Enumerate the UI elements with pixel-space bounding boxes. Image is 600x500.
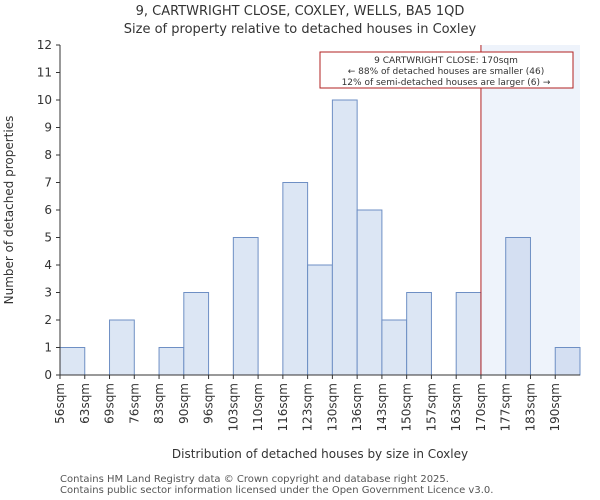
- bar-69sqm: [109, 319, 135, 376]
- y-tick-label: 12: [37, 38, 52, 52]
- y-tick-label: 1: [44, 341, 52, 355]
- y-tick-label: 4: [44, 258, 52, 272]
- y-tick-label: 11: [37, 66, 52, 80]
- bar-177sqm: [505, 237, 531, 376]
- annotation-rect: [319, 51, 574, 89]
- x-tick-label: 90sqm: [177, 383, 191, 424]
- x-tick-label: 63sqm: [78, 383, 92, 424]
- x-tick-label: 190sqm: [548, 383, 562, 431]
- bar-103sqm: [232, 237, 259, 376]
- y-tick-label: 10: [37, 93, 52, 107]
- x-tick-label: 143sqm: [375, 383, 389, 431]
- x-tick-label: 83sqm: [152, 383, 166, 424]
- bar-150sqm: [406, 292, 432, 376]
- x-tick-label: 103sqm: [226, 383, 240, 431]
- annotation-line-2: ← 88% of detached houses are smaller (46…: [348, 67, 545, 77]
- annotation-line-3: 12% of semi-detached houses are larger (…: [342, 78, 551, 88]
- y-tick-label: 6: [44, 203, 52, 217]
- y-tick-label: 7: [44, 176, 52, 190]
- bar-190sqm: [554, 347, 581, 376]
- x-tick-label: 136sqm: [350, 383, 364, 431]
- x-tick-label: 170sqm: [474, 383, 488, 431]
- x-tick-label: 157sqm: [424, 383, 438, 431]
- x-axis-label: Distribution of detached houses by size …: [172, 447, 468, 461]
- footer-line-2: Contains public sector information licen…: [60, 485, 494, 496]
- y-tick-label: 5: [44, 231, 52, 245]
- y-tick-label: 0: [44, 368, 52, 382]
- bar-116sqm: [282, 182, 309, 376]
- bar-83sqm: [158, 347, 185, 376]
- x-tick-label: 163sqm: [449, 383, 463, 431]
- x-tick-label: 130sqm: [325, 383, 339, 431]
- y-tick-label: 3: [44, 286, 52, 300]
- x-tick-label: 123sqm: [301, 383, 315, 431]
- chart-subtitle: Size of property relative to detached ho…: [123, 22, 477, 37]
- bar-130sqm: [331, 99, 358, 376]
- bars-layer: [59, 99, 581, 376]
- x-tick-label: 96sqm: [202, 383, 216, 424]
- bar-90sqm: [183, 292, 210, 376]
- annotation-box: 9 CARTWRIGHT CLOSE: 170sqm ← 88% of deta…: [319, 51, 574, 89]
- annotation-line-1: 9 CARTWRIGHT CLOSE: 170sqm: [374, 56, 518, 66]
- chart-title: 9, CARTWRIGHT CLOSE, COXLEY, WELLS, BA5 …: [135, 4, 465, 19]
- y-axis-label: Number of detached properties: [2, 116, 16, 305]
- bar-143sqm: [381, 319, 408, 376]
- bar-123sqm: [307, 264, 333, 376]
- x-tick-label: 76sqm: [127, 383, 141, 424]
- y-tick-label: 9: [44, 121, 52, 135]
- footer-line-1: Contains HM Land Registry data © Crown c…: [60, 474, 449, 485]
- x-tick-label: 110sqm: [251, 383, 265, 431]
- x-tick-label: 183sqm: [523, 383, 537, 431]
- bar-163sqm: [455, 292, 482, 376]
- x-tick-label: 69sqm: [103, 383, 117, 424]
- x-tick-label: 150sqm: [400, 383, 414, 431]
- x-tick-label: 116sqm: [276, 383, 290, 431]
- y-tick-label: 2: [44, 313, 52, 327]
- bar-136sqm: [356, 209, 383, 376]
- bar-56sqm: [59, 347, 86, 376]
- y-tick-label: 8: [44, 148, 52, 162]
- x-tick-label: 177sqm: [499, 383, 513, 431]
- x-tick-label: 56sqm: [53, 383, 67, 424]
